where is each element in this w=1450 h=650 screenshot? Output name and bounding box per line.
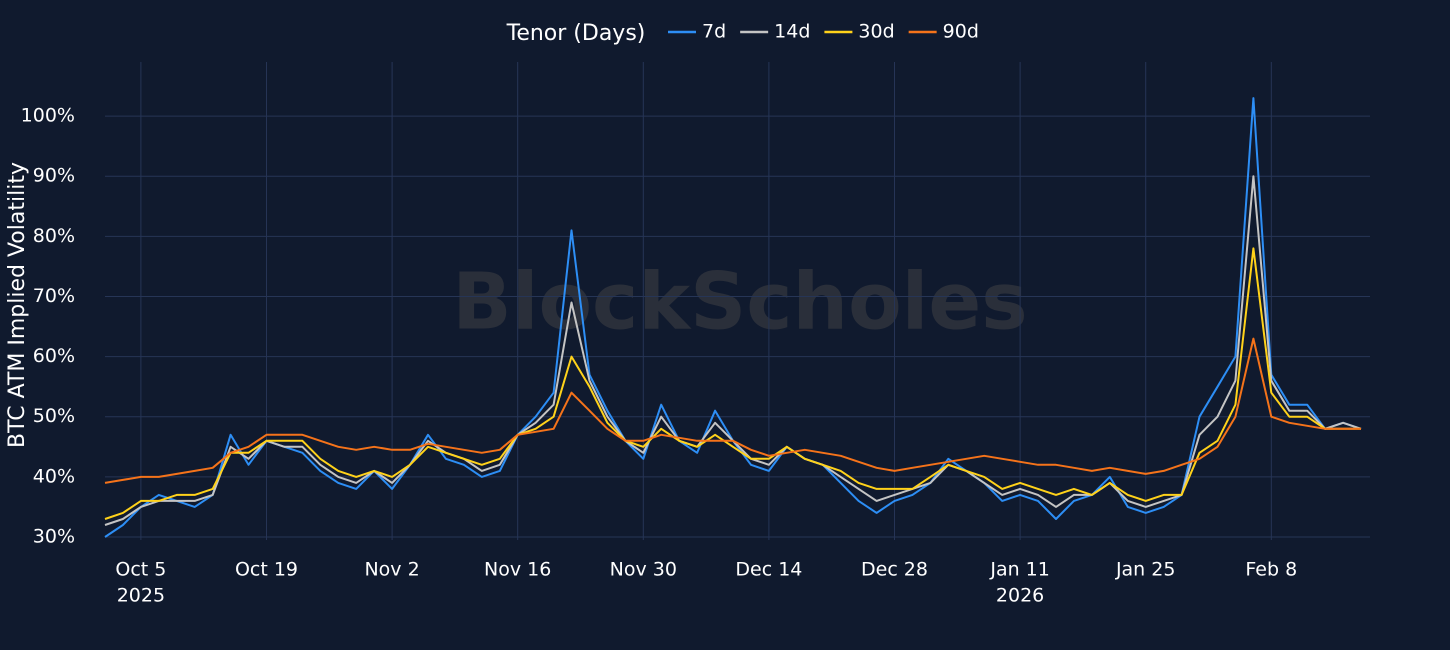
y-tick-label: 30%: [33, 525, 75, 547]
legend-label: 30d: [858, 21, 894, 43]
legend-label: 90d: [943, 21, 979, 43]
legend-label: 14d: [774, 21, 810, 43]
y-tick-label: 100%: [21, 105, 75, 127]
x-tick-label: Nov 2: [364, 559, 419, 581]
y-tick-label: 40%: [33, 465, 75, 487]
x-tick-label: Feb 8: [1245, 559, 1297, 581]
y-tick-label: 80%: [33, 225, 75, 247]
series-line: [104, 247, 1361, 520]
x-tick-label: Dec 28: [861, 559, 928, 581]
x-tick-label: Dec 14: [735, 559, 802, 581]
y-axis-label: BTC ATM Implied Volatility: [5, 162, 30, 448]
x-tick-label: Jan 25: [1115, 559, 1176, 581]
legend-label: 7d: [702, 21, 726, 43]
x-tick-label: Oct 19: [235, 559, 298, 581]
series-line: [104, 337, 1361, 484]
x-tick-label: Oct 5: [115, 559, 166, 581]
x-year-label: 2025: [117, 585, 165, 607]
x-tick-label: Jan 11: [989, 559, 1050, 581]
watermark: BlockScholes: [452, 257, 1027, 347]
y-tick-label: 70%: [33, 285, 75, 307]
x-tick-label: Nov 30: [610, 559, 677, 581]
x-tick-label: Nov 16: [484, 559, 551, 581]
x-year-label: 2026: [996, 585, 1044, 607]
y-tick-label: 90%: [33, 165, 75, 187]
y-tick-label: 60%: [33, 345, 75, 367]
y-tick-label: 50%: [33, 405, 75, 427]
legend-title: Tenor (Days): [506, 21, 646, 46]
